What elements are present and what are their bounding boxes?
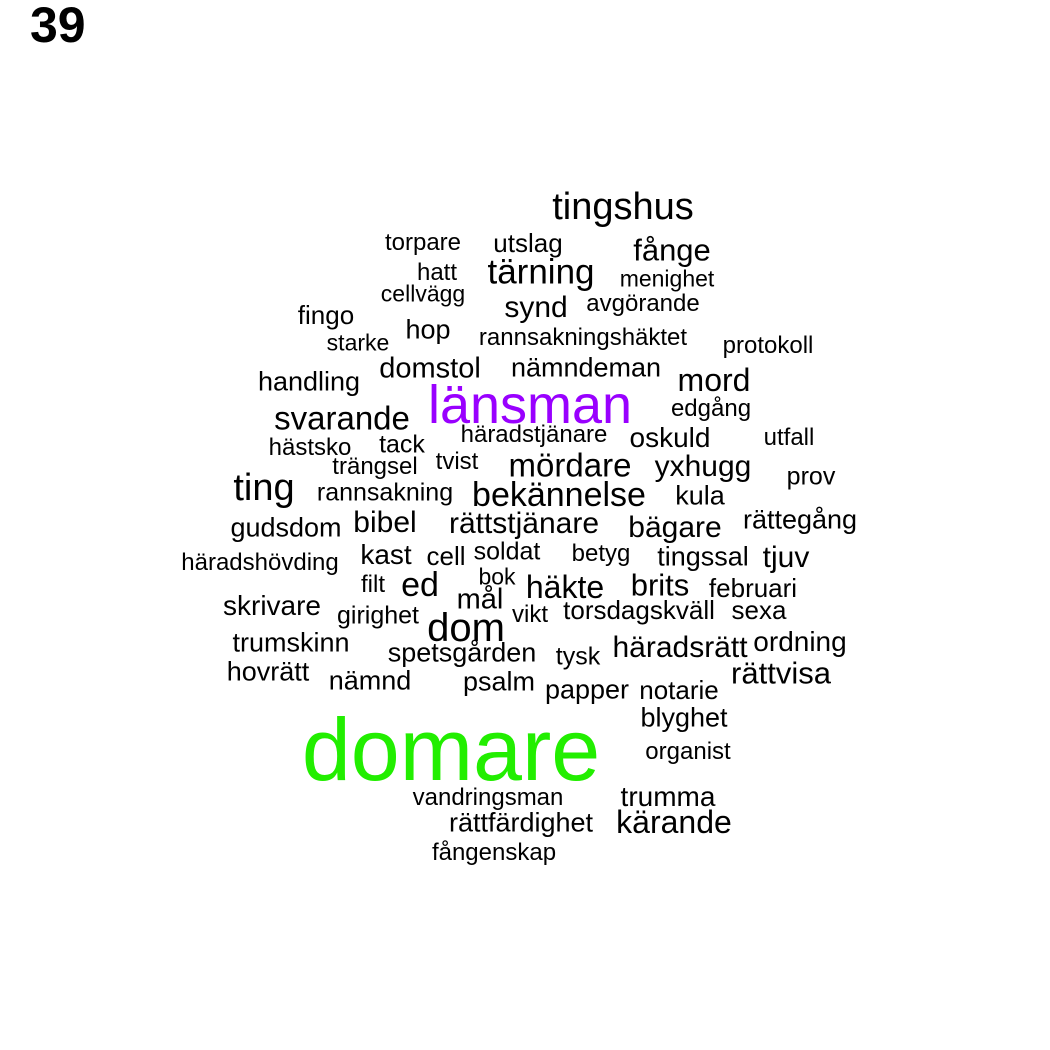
cloud-word: skrivare: [222, 590, 322, 621]
cloud-word: kast: [360, 539, 412, 570]
cloud-word: rättfärdighet: [448, 807, 594, 838]
cloud-word: spetsgården: [387, 637, 537, 668]
cloud-word: fångenskap: [431, 839, 557, 866]
page-number: 39: [30, 0, 86, 53]
cloud-word: kärande: [616, 804, 732, 840]
cloud-word: rannsakning: [316, 478, 454, 507]
cloud-word: dom: [427, 606, 505, 650]
cloud-word: rättstjänare: [448, 507, 600, 540]
cloud-word: rättvisa: [731, 655, 831, 691]
cloud-word: bibel: [353, 506, 417, 539]
cloud-word: ting: [233, 467, 295, 509]
cloud-word: häradsrätt: [612, 631, 748, 664]
cloud-word: domstol: [379, 352, 481, 385]
cloud-word: cell: [426, 541, 466, 571]
cloud-word: tvist: [435, 448, 479, 475]
cloud-word: protokoll: [722, 332, 814, 359]
cloud-word: hästsko: [268, 434, 352, 461]
cloud-word: nämndeman: [510, 352, 662, 383]
cloud-word: vandringsman: [412, 784, 564, 811]
cloud-word: synd: [504, 291, 568, 324]
cloud-word: handling: [257, 366, 361, 397]
cloud-word: psalm: [462, 666, 536, 697]
cloud-word: torpare: [384, 229, 462, 256]
cloud-word: rättegång: [742, 504, 858, 535]
cloud-word: tysk: [555, 642, 601, 671]
cloud-word: menighet: [619, 265, 715, 292]
cloud-word: ordning: [753, 626, 847, 657]
cloud-word: mord: [677, 362, 751, 398]
cloud-word: tärning: [487, 252, 595, 292]
cloud-word: organist: [645, 738, 731, 765]
cloud-word: oskuld: [629, 422, 711, 453]
cloud-word: prov: [786, 462, 836, 491]
cloud-word: brits: [630, 567, 690, 603]
cloud-word: tingssal: [657, 541, 749, 572]
cloud-word: trumskinn: [232, 627, 350, 658]
cloud-word: mördare: [508, 446, 632, 484]
cloud-word: torsdagskväll: [563, 595, 715, 625]
cloud-word: tack: [379, 430, 425, 459]
cloud-word: fingo: [297, 300, 355, 330]
cloud-word: februari: [708, 573, 798, 603]
cloud-word: sexa: [731, 595, 787, 625]
cloud-word: cellvägg: [380, 280, 466, 307]
cloud-word: mål: [456, 583, 504, 616]
cloud-word: domare: [301, 700, 601, 799]
cloud-word: blyghet: [640, 702, 728, 733]
cloud-word: hop: [405, 314, 451, 345]
cloud-word: gudsdom: [230, 512, 342, 543]
cloud-word: häradshövding: [181, 549, 339, 576]
cloud-word: edgång: [670, 395, 752, 422]
cloud-word: betyg: [571, 540, 631, 567]
cloud-word: bägare: [628, 511, 722, 544]
cloud-word: kula: [675, 480, 725, 511]
cloud-word: papper: [544, 674, 630, 705]
cloud-word: hovrätt: [226, 656, 310, 687]
cloud-word: hatt: [416, 259, 458, 286]
cloud-word: länsman: [427, 375, 633, 435]
cloud-word: utfall: [763, 424, 815, 451]
cloud-word: vikt: [512, 601, 548, 628]
cloud-word: fånge: [633, 232, 711, 268]
cloud-word: soldat: [473, 537, 541, 566]
cloud-word: svarande: [274, 399, 410, 437]
cloud-word: utslag: [493, 228, 563, 258]
cloud-word: girighet: [337, 601, 419, 630]
cloud-word: notarie: [639, 675, 719, 705]
cloud-word: tingshus: [552, 186, 694, 228]
cloud-word: starke: [326, 329, 390, 356]
cloud-word: trumma: [620, 781, 716, 812]
cloud-word: tjuv: [762, 541, 810, 574]
cloud-word: bekännelse: [472, 476, 646, 514]
cloud-word: avgörande: [586, 290, 700, 317]
cloud-word: häkte: [525, 569, 605, 605]
cloud-word: bok: [478, 563, 516, 590]
cloud-word: yxhugg: [654, 450, 752, 483]
cloud-word: häradstjänare: [460, 421, 608, 448]
cloud-word: filt: [361, 571, 385, 598]
cloud-word: trängsel: [332, 453, 418, 480]
cloud-word: nämnd: [328, 665, 412, 696]
cloud-word: ed: [401, 566, 439, 604]
cloud-word: rannsakningshäktet: [478, 324, 688, 351]
